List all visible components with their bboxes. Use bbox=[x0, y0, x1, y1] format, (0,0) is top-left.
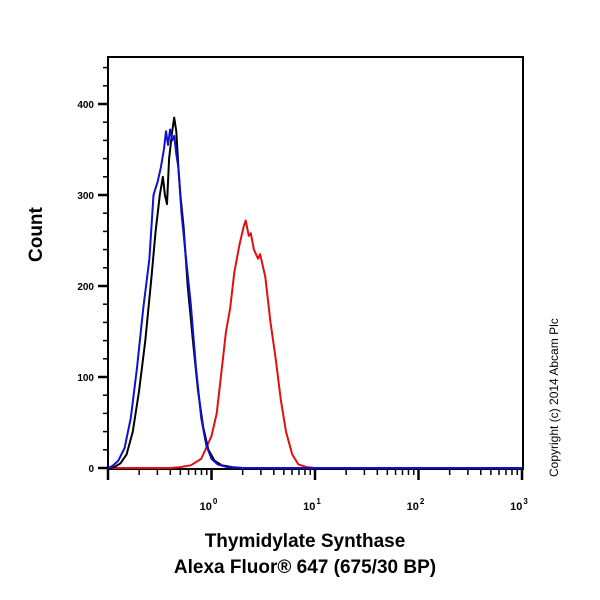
y-tick-label: 0 bbox=[88, 464, 94, 475]
x-axis-label-marker: Thymidylate Synthase bbox=[204, 531, 406, 552]
x-tick-label: 102 bbox=[407, 497, 425, 513]
y-tick-label: 300 bbox=[77, 191, 94, 202]
copyright-notice: Copyright (c) 2014 Abcam Plc bbox=[547, 318, 561, 477]
y-tick-label: 100 bbox=[77, 373, 94, 384]
plot-frame bbox=[107, 56, 524, 470]
x-tick-label: 103 bbox=[510, 497, 528, 513]
y-tick-label: 200 bbox=[77, 282, 94, 293]
y-axis-label: Count bbox=[26, 207, 47, 262]
series-line-2 bbox=[108, 219, 522, 469]
x-tick-label: 101 bbox=[303, 497, 321, 513]
x-axis-ticks: 100 101 102 103 bbox=[106, 469, 528, 513]
x-axis-label-fluor: Alexa Fluor® 647 (675/30 BP) bbox=[173, 557, 437, 578]
histogram-series bbox=[107, 116, 522, 469]
series-line-0 bbox=[107, 128, 522, 469]
y-axis-ticks: 0 100 200 300 400 bbox=[77, 66, 108, 475]
y-tick-label: 400 bbox=[77, 100, 94, 111]
x-tick-label: 100 bbox=[200, 497, 218, 513]
